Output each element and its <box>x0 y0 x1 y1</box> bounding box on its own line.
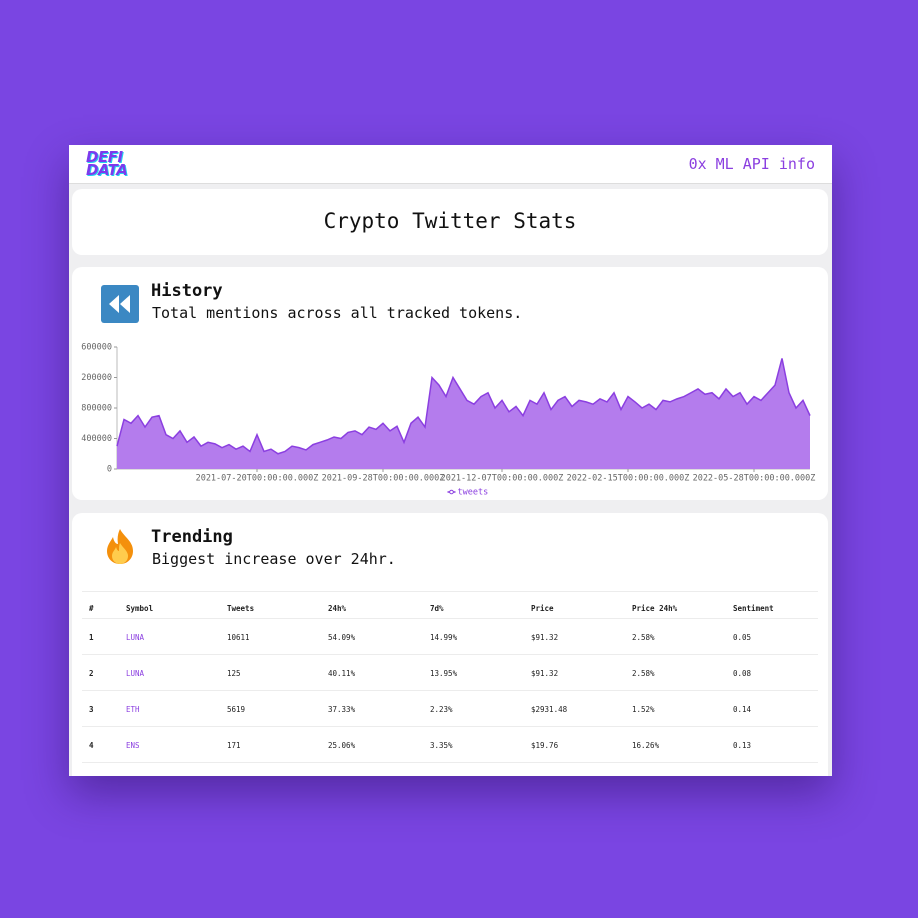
line <box>116 358 811 455</box>
symbol-link[interactable]: ETH <box>126 705 140 714</box>
table-cell: 2.58% <box>632 633 655 642</box>
row-divider <box>82 591 818 592</box>
y-tick-label: 200000 <box>81 373 112 383</box>
column-header: 7d% <box>430 604 444 613</box>
row-divider <box>82 690 818 691</box>
x-tick-label: 2021-07-20T00:00:00.000Z <box>196 474 319 484</box>
trending-card: Trending Biggest increase over 24hr. # Sy… <box>72 513 828 776</box>
symbol-link[interactable]: LUNA <box>126 633 145 642</box>
table-cell: 5619 <box>227 705 246 714</box>
history-icon <box>101 285 139 323</box>
row-divider <box>82 762 818 763</box>
row-divider <box>82 654 818 655</box>
nav-link[interactable]: 0x ML API info <box>688 155 815 173</box>
section-subtitle: Biggest increase over 24hr. <box>152 550 396 568</box>
table-cell: 1 <box>89 633 94 642</box>
x-tick-label: 2021-09-28T00:00:00.000Z <box>322 474 445 484</box>
column-header: Price <box>531 604 554 613</box>
y-tick-label: 800000 <box>81 404 112 414</box>
column-header: Sentiment <box>733 604 774 613</box>
page-title: Crypto Twitter Stats <box>323 209 577 233</box>
x-tick-label: 2022-05-28T00:00:00.000Z <box>693 474 816 484</box>
table-cell: $91.32 <box>531 669 559 678</box>
table-cell: 2.23% <box>430 705 453 714</box>
column-header: Tweets <box>227 604 255 613</box>
chart: 0 400000 800000 200000 600000 2021-07-20T00:0… <box>81 343 816 498</box>
table-cell: 2.58% <box>632 669 655 678</box>
table-cell: 10611 <box>227 633 250 642</box>
x-tick-label: 2021-12-07T00:00:00.000Z <box>441 474 564 484</box>
y-tick-label: 0 <box>107 465 112 475</box>
table-cell: 54.09% <box>328 633 356 642</box>
table-cell: $19.76 <box>531 741 559 750</box>
row-divider <box>82 618 818 619</box>
table-cell: $91.32 <box>531 633 559 642</box>
y-tick-label: 600000 <box>81 343 112 353</box>
table-cell: 171 <box>227 741 241 750</box>
symbol-link[interactable]: ENS <box>126 741 140 750</box>
table-cell: 40.11% <box>328 669 356 678</box>
table-cell: 0.08 <box>733 669 752 678</box>
table-cell: 125 <box>227 669 241 678</box>
trending-icon <box>107 529 133 564</box>
column-header: Symbol <box>126 604 154 613</box>
symbol-link[interactable]: LUNA <box>126 669 145 678</box>
table-cell: 25.06% <box>328 741 356 750</box>
legend-label: tweets <box>458 488 489 498</box>
table-cell: 0.13 <box>733 741 752 750</box>
table-cell: 0.05 <box>733 633 752 642</box>
history-card: History Total mentions across all tracke… <box>72 267 828 500</box>
table-cell: 16.26% <box>632 741 660 750</box>
column-header: # <box>89 604 94 613</box>
logo[interactable]: DEFI <box>86 148 123 166</box>
table-cell: 1.52% <box>632 705 655 714</box>
section-subtitle: Total mentions across all tracked tokens… <box>152 304 523 322</box>
table-cell: 2 <box>89 669 94 678</box>
legend-swatch <box>449 489 454 495</box>
app-window: DEFI DATA 0x ML API info Crypto Twitter … <box>69 145 832 776</box>
title-card: Crypto Twitter Stats <box>72 189 828 255</box>
column-header: 24h% <box>328 604 347 613</box>
area <box>117 358 810 469</box>
table-cell: 0.14 <box>733 705 752 714</box>
table-cell: 13.95% <box>430 669 458 678</box>
table-cell: 4 <box>89 741 94 750</box>
column-header: Price 24h% <box>632 604 678 613</box>
section-title: History <box>151 281 223 301</box>
y-tick-label: 400000 <box>81 434 112 444</box>
row-divider <box>82 726 818 727</box>
table-cell: $2931.48 <box>531 705 568 714</box>
x-tick-label: 2022-02-15T00:00:00.000Z <box>567 474 690 484</box>
logo[interactable]: DATA <box>86 161 128 179</box>
table-cell: 37.33% <box>328 705 356 714</box>
table-cell: 3.35% <box>430 741 453 750</box>
section-title: Trending <box>151 527 233 547</box>
table-cell: 14.99% <box>430 633 458 642</box>
table-cell: 3 <box>89 705 94 714</box>
nav-bar: DEFI DATA 0x ML API info <box>69 145 832 184</box>
